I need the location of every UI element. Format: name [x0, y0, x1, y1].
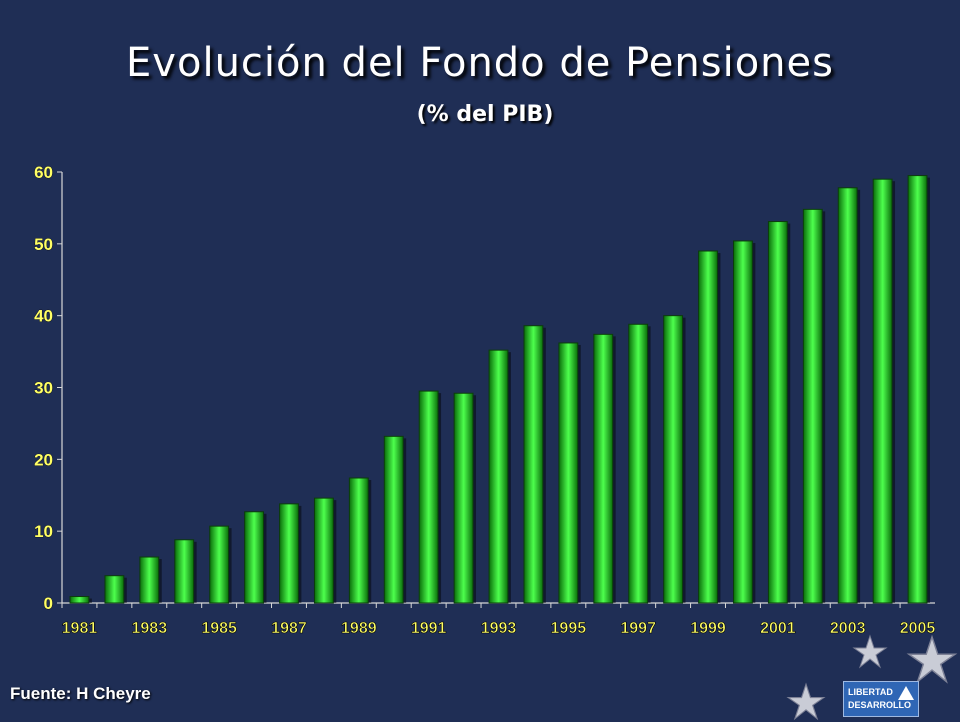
y-tick-label: 40 — [34, 307, 53, 326]
logo-line-2: DESARROLLO — [848, 700, 911, 710]
y-tick-label: 60 — [34, 163, 53, 182]
bar-2003 — [837, 187, 858, 604]
bar-1985 — [209, 525, 230, 604]
bar-1998 — [663, 315, 684, 604]
bar-1987 — [279, 503, 299, 604]
bar-1993 — [488, 349, 509, 604]
chart-title: Evolución del Fondo de Pensiones — [126, 40, 834, 86]
logo-line-1: LIBERTAD — [848, 687, 893, 697]
x-tick-label: 1995 — [551, 620, 587, 637]
y-axis-tick-labels: 0 10 20 30 40 50 60 — [34, 163, 54, 614]
x-tick-label: 1989 — [341, 620, 377, 637]
bar-1996 — [593, 333, 614, 604]
x-tick-label: 1983 — [132, 620, 168, 637]
x-tick-label: 1985 — [201, 620, 237, 637]
bar-2001 — [767, 221, 788, 604]
triangle-icon — [898, 686, 914, 700]
x-tick-label: 1991 — [411, 620, 447, 637]
x-axis-tick-labels: 1981 1983 1985 1987 1989 1991 1993 1995 1997 1999… — [61, 620, 936, 638]
x-tick-label: 1993 — [481, 620, 517, 637]
bar-1984 — [174, 539, 195, 604]
bar-1989 — [348, 477, 369, 604]
y-tick-label: 10 — [34, 522, 53, 541]
y-tick-label: 30 — [34, 379, 53, 398]
bar-1992 — [453, 392, 474, 604]
x-tick-label: 1999 — [690, 620, 726, 637]
bar-1981 — [69, 596, 90, 604]
bar-1990 — [383, 435, 404, 604]
y-tick-label: 0 — [44, 594, 53, 613]
x-tick-label: 2005 — [900, 620, 936, 637]
x-tick-label: 1981 — [62, 620, 98, 637]
x-tick-label: 2001 — [760, 620, 796, 637]
bar-1982 — [104, 575, 125, 604]
bar-1986 — [244, 511, 264, 604]
bar-2002 — [802, 208, 823, 604]
bar-1988 — [313, 497, 334, 604]
bar-series — [69, 175, 930, 604]
source-note: Fuente: H Cheyre — [10, 684, 151, 703]
bar-1991 — [418, 390, 439, 604]
bar-2004 — [872, 178, 893, 604]
bar-1995 — [558, 342, 579, 604]
star-icon — [852, 634, 888, 669]
bar-1983 — [139, 556, 160, 604]
bar-1997 — [628, 323, 649, 604]
y-tick-label: 50 — [34, 235, 53, 254]
x-tick-label: 1997 — [620, 620, 656, 637]
star-icon — [906, 634, 958, 684]
bar-2005 — [907, 175, 928, 604]
star-icon — [786, 682, 826, 721]
bar-1999 — [698, 250, 718, 604]
libertad-desarrollo-logo: LIBERTAD DESARROLLO — [843, 681, 919, 717]
bar-1994 — [523, 325, 544, 604]
bar-2000 — [733, 240, 753, 604]
y-tick-label: 20 — [34, 450, 53, 469]
x-tick-label: 2003 — [830, 620, 866, 637]
chart-subtitle: (% del PIB) — [416, 102, 554, 127]
x-tick-label: 1987 — [271, 620, 307, 637]
